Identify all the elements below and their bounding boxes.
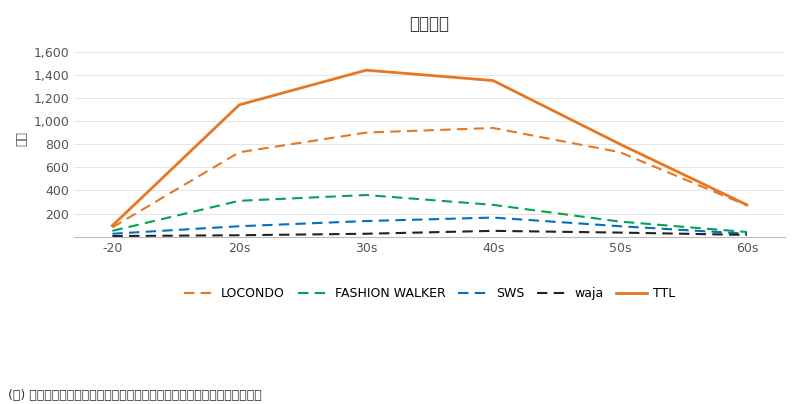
Legend: LOCONDO, FASHION WALKER, SWS, waja, TTL: LOCONDO, FASHION WALKER, SWS, waja, TTL — [178, 282, 681, 305]
Y-axis label: 千人: 千人 — [15, 131, 28, 146]
Text: (注) 自社モールのうち誤生日データが正確に取得できるアカウントに限る: (注) 自社モールのうち誤生日データが正確に取得できるアカウントに限る — [8, 389, 262, 402]
Title: 会員分布: 会員分布 — [410, 15, 450, 33]
